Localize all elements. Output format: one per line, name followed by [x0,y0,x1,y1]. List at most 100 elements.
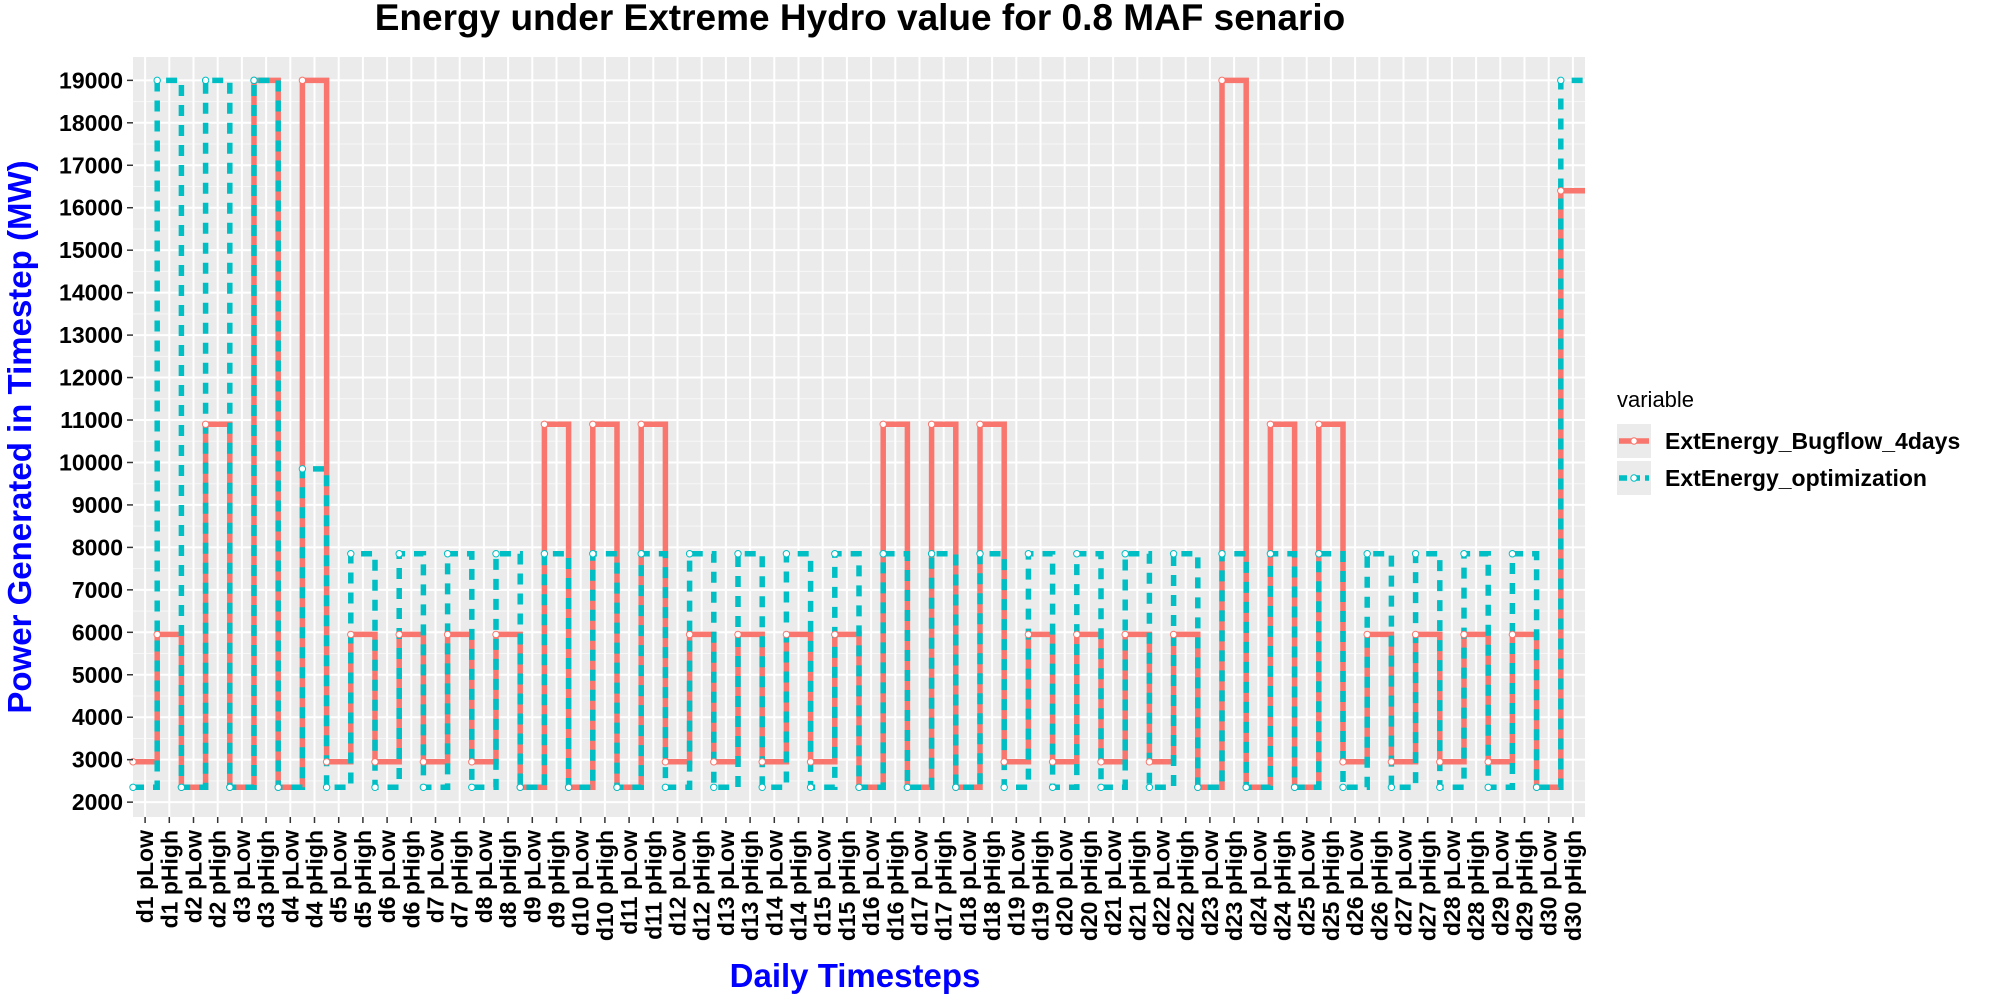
x-tick-label: d4 pLow [277,830,303,923]
data-point [1000,758,1008,766]
y-tick-label: 13000 [59,322,123,348]
data-point [201,420,210,428]
data-point [879,420,887,428]
data-point [492,550,500,558]
data-point [685,630,694,639]
data-point [879,550,887,558]
x-tick-label: d13 pHigh [737,830,763,941]
data-point [1097,758,1105,766]
data-point [516,783,524,791]
x-tick-label: d15 pLow [810,830,836,936]
x-tick-label: d11 pLow [616,830,642,935]
data-point [1436,758,1444,766]
data-point [1194,783,1202,791]
data-point [226,783,234,791]
data-point [1024,550,1033,558]
x-tick-label: d23 pHigh [1221,830,1247,941]
y-tick-label: 19000 [59,67,123,93]
data-point [1169,550,1178,558]
y-tick-label: 17000 [59,152,123,178]
data-point [1315,420,1323,428]
data-point [927,420,936,428]
data-point [637,550,645,558]
data-point [540,550,549,558]
data-point [613,783,621,791]
data-point [831,630,839,639]
data-point [1460,550,1468,558]
x-tick-label: d25 pLow [1294,830,1320,936]
data-point [1169,630,1178,639]
data-point [1097,783,1105,791]
data-point [782,550,791,558]
x-tick-label: d20 pHigh [1076,830,1102,941]
x-tick-label: d29 pHigh [1512,830,1538,941]
legend-label: ExtEnergy_Bugflow_4days [1665,428,1960,454]
x-tick-label: d12 pHigh [689,830,715,941]
x-tick-label: d26 pLow [1342,830,1368,936]
legend-key-point [1630,437,1638,445]
data-point [976,420,984,428]
x-tick-label: d10 pLow [568,830,594,936]
data-point [685,550,694,558]
data-point [153,630,161,639]
x-tick-label: d24 pLow [1245,830,1271,936]
x-tick-label: d20 pLow [1052,830,1078,936]
x-tick-label: d26 pHigh [1366,830,1392,941]
data-point [1363,630,1371,639]
x-tick-label: d14 pHigh [786,830,812,941]
x-tick-label: d22 pLow [1149,830,1175,936]
data-point [468,758,476,766]
data-point [976,550,984,558]
data-point [710,783,718,791]
y-tick-label: 16000 [59,195,123,221]
legend-label: ExtEnergy_optimization [1665,465,1927,491]
series-layer [133,77,1585,791]
points-layer [129,76,1565,791]
data-point [1484,758,1492,766]
y-tick-label: 3000 [72,747,123,773]
data-point [782,630,791,639]
y-tick-label: 11000 [60,407,123,433]
data-point [806,758,815,766]
x-tick-label: d17 pHigh [931,830,957,941]
y-tick-label: 6000 [72,619,123,645]
data-point [758,783,766,791]
data-point [1218,550,1226,558]
data-point [1339,758,1347,766]
x-tick-label: d2 pHigh [205,830,231,928]
x-tick-label: d27 pHigh [1415,830,1441,941]
x-tick-label: d11 pHigh [640,830,666,940]
y-tick-label: 5000 [72,662,123,688]
data-point [201,76,210,85]
data-point [1508,550,1517,558]
data-point [1073,550,1081,558]
data-point [1048,758,1057,766]
data-point [468,783,476,791]
data-point [177,783,186,791]
data-point [1339,783,1347,791]
x-tick-label: d7 pLow [423,830,449,923]
data-point [758,758,766,766]
y-tick-label: 8000 [72,534,123,560]
y-tick-label: 7000 [72,577,123,603]
data-point [540,420,549,428]
data-point [274,783,282,791]
data-point [1387,758,1396,766]
y-tick-label: 2000 [72,789,123,815]
data-point [806,783,815,791]
x-tick-label: d28 pLow [1439,830,1465,936]
data-point [1411,550,1420,558]
data-point [903,783,912,791]
x-tick-label: d14 pLow [761,830,787,936]
data-point [952,783,960,791]
data-point [661,758,670,766]
data-point [710,758,718,766]
data-point [443,550,452,558]
x-tick-label: d6 pLow [374,830,400,923]
y-tick-label: 14000 [59,280,123,306]
data-point [347,550,355,558]
x-tick-label: d21 pLow [1100,830,1126,936]
x-tick-label: d30 pHigh [1560,830,1586,941]
y-tick-label: 10000 [59,449,123,475]
